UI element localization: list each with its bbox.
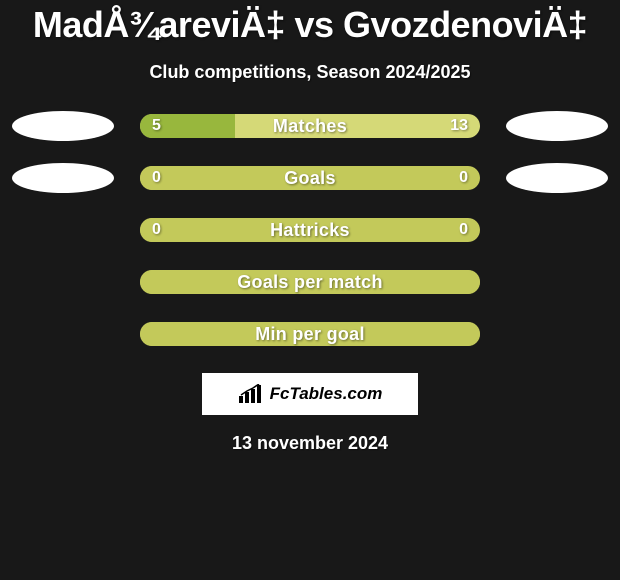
comparison-card: MadÅ¾areviÄ‡ vs GvozdenoviÄ‡ Club compet… xyxy=(0,0,620,454)
stat-label: Matches xyxy=(140,116,480,137)
spacer xyxy=(506,215,608,245)
brand: FcTables.com xyxy=(238,384,383,404)
stat-bar: 00Goals xyxy=(140,166,480,190)
player-left-marker xyxy=(12,163,114,193)
chart-icon xyxy=(238,384,264,404)
comparison-row: 513Matches xyxy=(0,111,620,141)
stat-label: Hattricks xyxy=(140,220,480,241)
comparison-row: Goals per match xyxy=(0,267,620,297)
player-right-marker xyxy=(506,163,608,193)
page-title: MadÅ¾areviÄ‡ vs GvozdenoviÄ‡ xyxy=(33,4,587,46)
stat-label: Goals xyxy=(140,168,480,189)
comparison-row: Min per goal xyxy=(0,319,620,349)
subtitle: Club competitions, Season 2024/2025 xyxy=(149,62,470,83)
spacer xyxy=(12,319,114,349)
stat-bar: Goals per match xyxy=(140,270,480,294)
stat-bar: 00Hattricks xyxy=(140,218,480,242)
player-left-marker xyxy=(12,111,114,141)
stat-label: Goals per match xyxy=(140,272,480,293)
stat-bar: Min per goal xyxy=(140,322,480,346)
stat-label: Min per goal xyxy=(140,324,480,345)
stat-bar: 513Matches xyxy=(140,114,480,138)
comparison-rows: 513Matches 00Goals 00Hattricks Goals per ma… xyxy=(0,111,620,371)
spacer xyxy=(12,267,114,297)
player-right-marker xyxy=(506,111,608,141)
brand-card: FcTables.com xyxy=(202,373,418,415)
spacer xyxy=(506,267,608,297)
footer-date: 13 november 2024 xyxy=(232,433,388,454)
comparison-row: 00Goals xyxy=(0,163,620,193)
spacer xyxy=(506,319,608,349)
brand-text: FcTables.com xyxy=(270,384,383,404)
spacer xyxy=(12,215,114,245)
comparison-row: 00Hattricks xyxy=(0,215,620,245)
